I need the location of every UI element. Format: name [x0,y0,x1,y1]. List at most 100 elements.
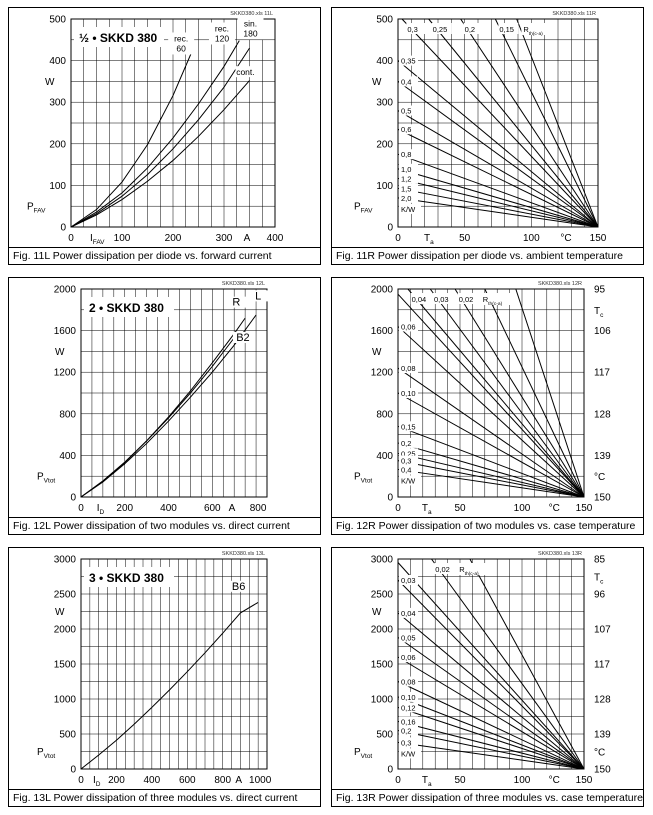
rth-left-bg [399,464,418,475]
rth-top-label: 0,03 [434,295,449,304]
series-line [397,326,585,498]
rth-left-bg [399,363,418,374]
series-line [397,681,585,770]
right-tick-label: 150 [594,765,611,776]
series-line [397,696,585,770]
rth-top-bg [498,23,519,34]
plot-frame [397,18,599,228]
y-axis-label: PVtot [37,472,55,485]
series-line [429,288,585,498]
rth-top-label: 0,25 [433,25,448,34]
series-line [516,18,599,228]
rth-left-bg [399,702,418,713]
rth-left-label: 0,03 [401,576,416,585]
rth-left-bg [399,676,418,687]
rth-left-bg [399,183,418,194]
series-line [70,80,250,228]
y-tick-label: 1200 [371,368,394,379]
x-tick-label: 50 [454,503,466,514]
label-bg [248,290,269,302]
series-line [397,367,585,498]
rth-left-label: 0,5 [401,107,411,116]
rth-top-label: 0,2 [465,25,475,34]
caption-12R: Fig. 12R Power dissipation of two module… [332,517,643,534]
rth-left-bg [399,455,418,466]
y-tick-label: 500 [376,15,393,26]
x-tick-label: 600 [179,775,196,786]
y-tick-label: 0 [70,765,76,776]
x-tick-label: 300 [216,233,233,244]
caption-13L: Fig. 13L Power dissipation of three modu… [9,789,320,806]
rth-left-bg [399,437,418,448]
x-tick-label: 400 [144,775,161,786]
right-tick-label: 96 [594,590,606,601]
x-tick-label: 400 [267,233,284,244]
series-line [454,288,585,498]
y-tick-label: 1500 [54,660,77,671]
rth-top-label: 0,3 [407,25,417,34]
y-tick-label: 100 [49,181,66,192]
chart-title: 2 • SKKD 380 [89,301,164,315]
rth-left-label: 1,5 [401,184,411,193]
y-tick-label: 1200 [54,368,77,379]
series-line [428,18,599,228]
series-line [397,612,585,770]
label-bg [232,332,253,343]
chart-11L: SKKD380.xls 11L 0 100 200 300 400 500 W PFAV 0 100… [27,11,284,246]
y-tick-label: 100 [376,181,393,192]
file-tag: SKKD380.xls 11L [230,11,273,17]
series-label: B2 [232,332,253,344]
series-line [397,460,585,498]
right-tick-label: 128 [594,695,611,706]
file-tag: SKKD380.xls 11R [552,11,596,17]
file-tag: SKKD380.xls 12L [222,281,265,287]
y-tick-label: 2000 [54,285,77,296]
x-tick-label: 0 [395,503,401,514]
x-unit-label: °C [549,775,560,786]
rth-left-bg [399,105,418,116]
series-line [80,314,257,498]
title-bg [84,297,174,317]
y-unit-label: W [55,607,65,618]
y-tick-label: 1600 [54,326,77,337]
caption-11R: Fig. 11R Power dissipation per diode vs.… [332,247,643,264]
chart-panel-13L: SKKD380.xls 13L 0 500 1000 1500 2000 2500 3000 W… [8,547,321,807]
caption-11L: Fig. 11L Power dissipation per diode vs.… [9,247,320,264]
x-tick-label: 0 [395,775,401,786]
y-tick-label: 300 [376,98,393,109]
x-axis-label: Ta [422,775,432,788]
x-unit-label: °C [560,233,571,244]
chart-13L: SKKD380.xls 13L050010001500200025003000W… [37,551,272,788]
rth-left-label: 0,05 [401,633,416,642]
series-label-text: B6 [232,581,245,593]
y-axis-label: PFAV [354,202,373,215]
series-line [397,128,599,228]
series-line [397,706,585,770]
rth-left-bg [399,55,418,66]
rth-left-label: 0,4 [401,77,411,86]
series-label-text: cont. [236,67,254,77]
series-line [80,601,259,770]
chart-panel-11R: SKKD380.xls 11R 0 100 200 300 400 500 W PFAV 0 50 1… [331,7,644,265]
series-label: rec.120 [208,22,235,45]
rth-left-bg [399,388,418,398]
y-tick-label: 500 [376,730,393,741]
rth-left-label: 0,08 [401,364,416,373]
rth-left-label: 0,35 [401,57,416,66]
x-tick-label: 800 [250,503,267,514]
caption-12L: Fig. 12L Power dissipation of two module… [9,517,320,534]
series-label: R [226,296,247,309]
y-tick-label: 1000 [54,695,77,706]
y-tick-label: 2500 [54,590,77,601]
rth-top-bg [457,293,478,304]
rth-top-label: 0,02 [459,295,474,304]
right-tick-label: 85 [594,555,606,566]
y-tick-label: 0 [387,493,393,504]
rth-unit-bg [399,475,421,486]
series-line [397,579,585,770]
right-unit-label: °C [594,748,605,759]
series-line [70,40,240,228]
rth-top-label: 0,04 [412,295,427,304]
series-line [397,80,599,228]
y-tick-label: 0 [387,765,393,776]
